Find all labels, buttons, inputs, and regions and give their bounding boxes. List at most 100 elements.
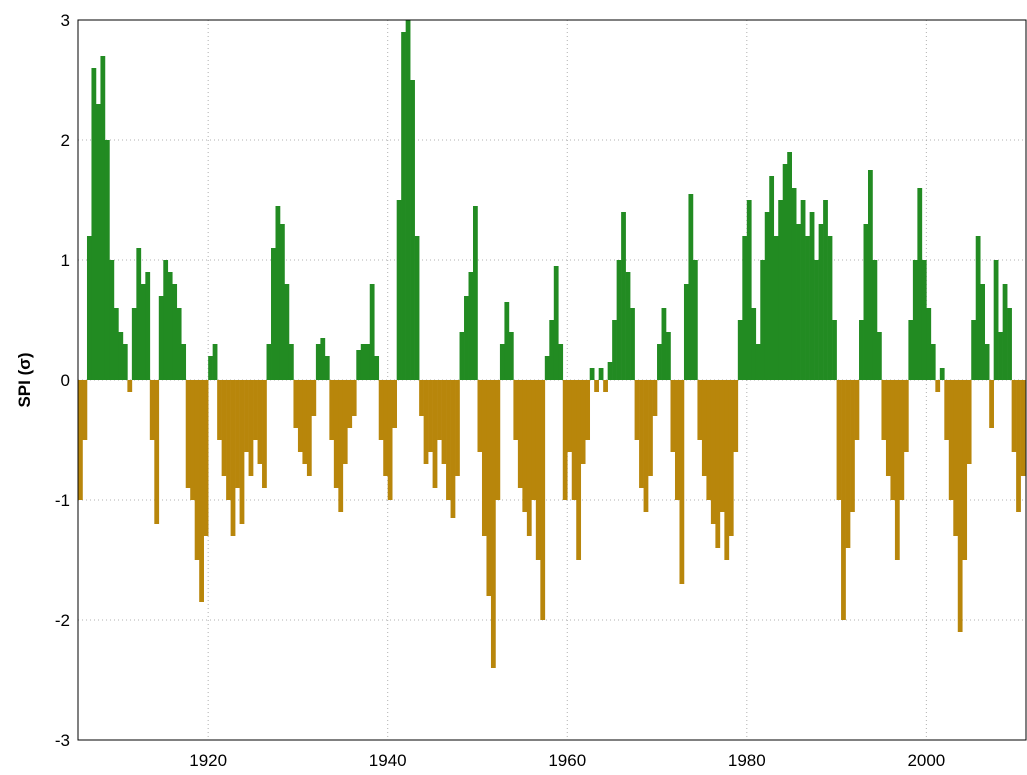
bar bbox=[239, 380, 245, 524]
bar bbox=[167, 272, 173, 380]
bar bbox=[100, 56, 106, 380]
bar bbox=[576, 380, 582, 560]
bar bbox=[666, 332, 671, 380]
x-tick-label: 1920 bbox=[189, 751, 227, 770]
y-tick-label: -1 bbox=[55, 491, 70, 510]
bar bbox=[935, 380, 941, 392]
bar bbox=[944, 380, 950, 440]
bar bbox=[549, 320, 555, 380]
bar bbox=[939, 368, 945, 380]
bar bbox=[158, 296, 164, 380]
bar bbox=[396, 200, 402, 380]
bar bbox=[625, 272, 631, 380]
bar bbox=[746, 200, 752, 380]
bar bbox=[360, 344, 366, 380]
bar bbox=[755, 344, 761, 380]
bar bbox=[477, 380, 483, 452]
bar bbox=[562, 380, 568, 500]
bar bbox=[208, 356, 213, 380]
bar bbox=[742, 236, 748, 380]
bar bbox=[279, 224, 285, 380]
bar bbox=[558, 344, 564, 380]
bar bbox=[140, 284, 146, 380]
bar bbox=[131, 308, 137, 380]
bar bbox=[728, 380, 734, 536]
bar bbox=[109, 260, 115, 380]
bar bbox=[971, 320, 977, 380]
bar bbox=[957, 380, 963, 632]
bar bbox=[414, 236, 420, 380]
bar bbox=[863, 224, 869, 380]
bar bbox=[674, 380, 680, 500]
bar bbox=[297, 380, 303, 452]
bar bbox=[800, 200, 806, 380]
bar bbox=[221, 380, 227, 476]
bar bbox=[998, 332, 1003, 380]
bar bbox=[585, 380, 591, 440]
bar bbox=[589, 368, 595, 380]
bar bbox=[302, 380, 308, 464]
bar bbox=[782, 164, 788, 380]
bar bbox=[531, 380, 537, 500]
bar bbox=[953, 380, 959, 536]
bar bbox=[405, 20, 411, 380]
bar bbox=[383, 380, 389, 476]
bar bbox=[149, 380, 155, 440]
bar bbox=[437, 380, 442, 440]
bar bbox=[984, 344, 990, 380]
bar bbox=[868, 170, 873, 380]
bar bbox=[275, 206, 281, 380]
bar bbox=[621, 212, 626, 380]
bar bbox=[235, 380, 240, 488]
bar bbox=[1016, 380, 1021, 512]
bar bbox=[1007, 308, 1012, 380]
bar bbox=[423, 380, 429, 464]
bar bbox=[679, 380, 685, 584]
bar bbox=[78, 380, 83, 500]
bar bbox=[859, 320, 864, 380]
bar bbox=[226, 380, 231, 500]
bar bbox=[369, 284, 375, 380]
x-tick-label: 2000 bbox=[907, 751, 945, 770]
bar bbox=[773, 236, 779, 380]
bar bbox=[719, 380, 725, 512]
bar bbox=[428, 380, 433, 452]
bar bbox=[284, 284, 290, 380]
bar bbox=[917, 188, 923, 380]
bar bbox=[104, 140, 110, 380]
bar bbox=[567, 380, 573, 452]
bar bbox=[553, 266, 559, 380]
bar bbox=[594, 380, 599, 392]
plot-frame bbox=[77, 19, 1027, 741]
bar bbox=[894, 380, 900, 560]
bar bbox=[751, 308, 757, 380]
bar bbox=[145, 272, 151, 380]
bar bbox=[513, 380, 519, 440]
bar bbox=[657, 344, 662, 380]
bar bbox=[136, 248, 142, 380]
bar bbox=[306, 380, 312, 476]
bar bbox=[692, 260, 698, 380]
bar bbox=[248, 380, 254, 476]
bar bbox=[1011, 380, 1017, 452]
bar bbox=[769, 176, 775, 380]
bar bbox=[683, 284, 689, 380]
bar bbox=[253, 380, 258, 440]
bar bbox=[464, 296, 469, 380]
x-tick-label: 1960 bbox=[548, 751, 586, 770]
bar bbox=[127, 380, 133, 392]
bar bbox=[903, 380, 909, 452]
bar bbox=[351, 380, 357, 416]
bar bbox=[975, 236, 981, 380]
bar bbox=[827, 236, 833, 380]
bar bbox=[980, 284, 986, 380]
bar bbox=[823, 200, 828, 380]
bar bbox=[481, 380, 487, 536]
bar bbox=[266, 344, 272, 380]
bar bbox=[504, 302, 510, 380]
bar bbox=[701, 380, 707, 476]
bar bbox=[580, 380, 586, 464]
bar bbox=[836, 380, 842, 500]
bar bbox=[365, 344, 371, 380]
